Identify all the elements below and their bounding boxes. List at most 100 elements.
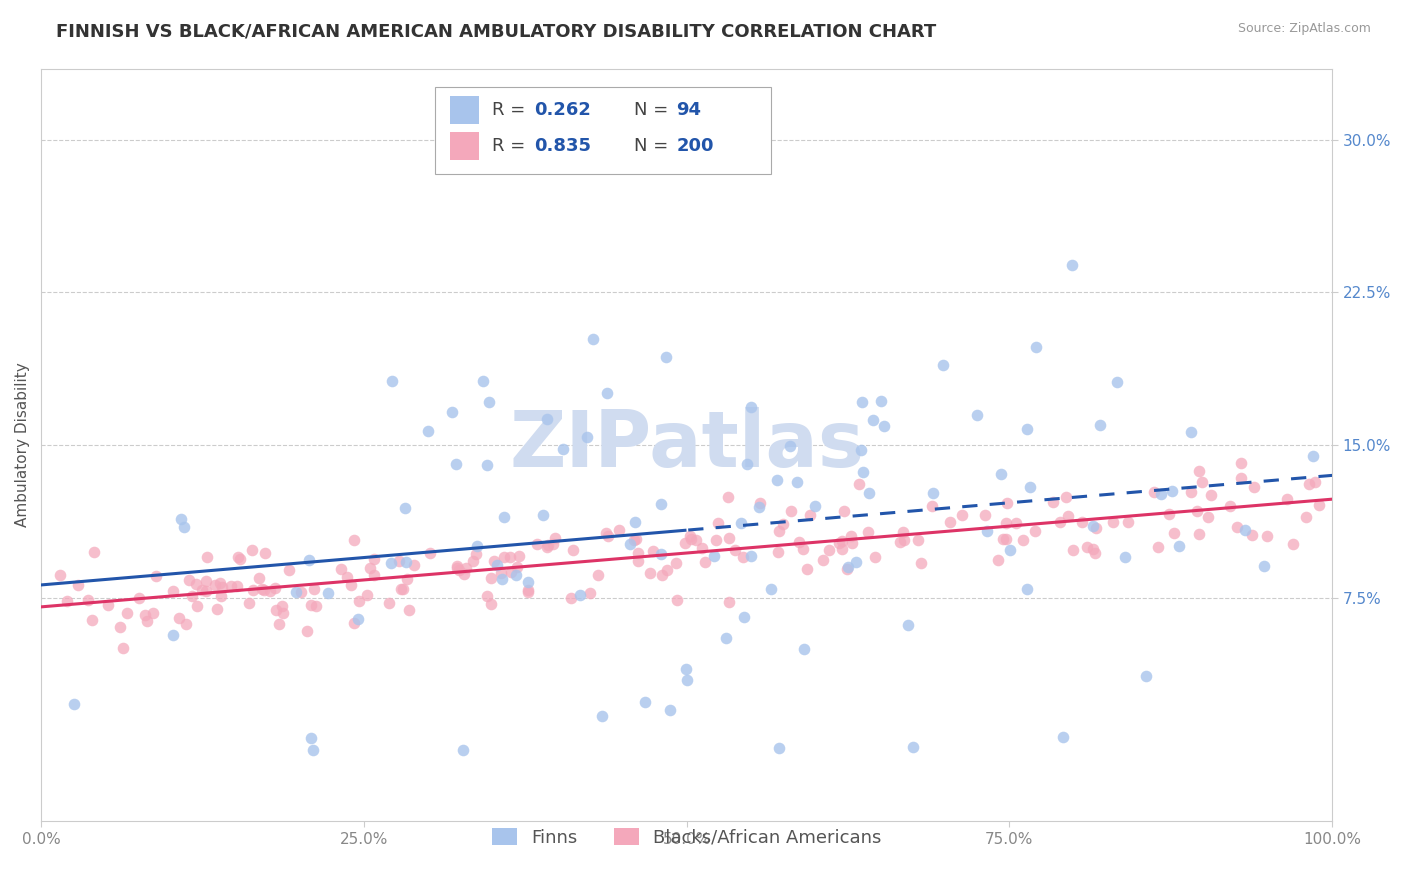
Point bbox=[329, 562, 352, 576]
Point bbox=[841, 536, 863, 550]
Point bbox=[336, 569, 359, 583]
Point bbox=[396, 572, 419, 586]
Point bbox=[97, 598, 120, 612]
Point bbox=[190, 583, 212, 598]
Point bbox=[111, 641, 134, 656]
Point bbox=[1185, 504, 1208, 518]
Point bbox=[641, 544, 664, 558]
Point bbox=[174, 616, 197, 631]
Point bbox=[1019, 480, 1042, 494]
Point bbox=[993, 533, 1015, 547]
Point bbox=[536, 541, 558, 555]
Point bbox=[1275, 492, 1298, 507]
Point bbox=[987, 553, 1010, 567]
Point bbox=[679, 533, 702, 547]
Point bbox=[1052, 731, 1074, 745]
Legend: Finns, Blacks/African Americans: Finns, Blacks/African Americans bbox=[484, 821, 889, 854]
Point bbox=[582, 333, 605, 347]
Point bbox=[290, 585, 312, 599]
Point bbox=[921, 485, 943, 500]
Point bbox=[1083, 518, 1105, 533]
Point bbox=[359, 560, 381, 574]
Point bbox=[184, 576, 207, 591]
Point bbox=[655, 563, 678, 577]
Point bbox=[1188, 463, 1211, 477]
Point bbox=[690, 541, 713, 555]
Text: R =: R = bbox=[492, 137, 530, 155]
Point bbox=[228, 550, 250, 565]
Point bbox=[832, 504, 855, 518]
Text: N =: N = bbox=[634, 101, 673, 119]
Point bbox=[475, 458, 498, 473]
Point bbox=[491, 573, 513, 587]
Point bbox=[1135, 669, 1157, 683]
Point bbox=[477, 590, 499, 604]
Point bbox=[1076, 540, 1098, 554]
Point bbox=[627, 554, 650, 568]
Point bbox=[162, 584, 184, 599]
Point bbox=[302, 582, 325, 597]
Point bbox=[679, 528, 702, 542]
Text: 94: 94 bbox=[676, 101, 702, 119]
Text: 200: 200 bbox=[676, 137, 714, 155]
Point bbox=[768, 524, 790, 538]
Point bbox=[516, 585, 538, 599]
Point bbox=[1024, 524, 1046, 538]
Point bbox=[252, 583, 274, 598]
Point bbox=[786, 475, 808, 489]
Point bbox=[271, 606, 294, 620]
Point bbox=[1219, 499, 1241, 513]
Point bbox=[748, 495, 770, 509]
Point bbox=[666, 593, 689, 607]
Point bbox=[703, 549, 725, 563]
Point bbox=[381, 374, 404, 388]
Point bbox=[380, 556, 402, 570]
Point bbox=[1197, 509, 1219, 524]
Point bbox=[194, 584, 217, 599]
Point bbox=[803, 499, 825, 513]
Point bbox=[56, 594, 79, 608]
Point bbox=[494, 550, 516, 565]
Point bbox=[506, 559, 529, 574]
Point bbox=[995, 516, 1018, 530]
Point bbox=[716, 631, 738, 645]
Point bbox=[135, 614, 157, 628]
Text: FINNISH VS BLACK/AFRICAN AMERICAN AMBULATORY DISABILITY CORRELATION CHART: FINNISH VS BLACK/AFRICAN AMERICAN AMBULA… bbox=[56, 22, 936, 40]
Point bbox=[204, 578, 226, 592]
Point bbox=[623, 533, 645, 547]
FancyBboxPatch shape bbox=[434, 87, 770, 174]
Point bbox=[278, 564, 301, 578]
Point bbox=[897, 618, 920, 632]
Point bbox=[440, 404, 463, 418]
Point bbox=[1191, 475, 1213, 490]
Point bbox=[772, 517, 794, 532]
Point bbox=[717, 595, 740, 609]
Point bbox=[1308, 498, 1330, 512]
Point bbox=[1070, 515, 1092, 529]
Point bbox=[990, 467, 1012, 482]
Point bbox=[363, 552, 385, 566]
Point bbox=[446, 561, 468, 575]
Point bbox=[1281, 537, 1303, 551]
Point bbox=[870, 394, 893, 409]
Point bbox=[537, 538, 560, 552]
Point bbox=[1230, 471, 1253, 485]
Point bbox=[195, 574, 218, 589]
Point bbox=[77, 593, 100, 607]
Point bbox=[145, 569, 167, 583]
Point bbox=[186, 599, 208, 613]
Point bbox=[1253, 559, 1275, 574]
Point bbox=[1084, 521, 1107, 535]
Point bbox=[939, 515, 962, 529]
Point bbox=[837, 560, 859, 574]
Point bbox=[1042, 494, 1064, 508]
Point bbox=[482, 554, 505, 568]
Point bbox=[305, 599, 328, 613]
Point bbox=[858, 524, 880, 539]
Point bbox=[508, 549, 530, 563]
Point bbox=[685, 533, 707, 548]
Point bbox=[921, 499, 943, 513]
Point bbox=[285, 585, 308, 599]
Point bbox=[793, 641, 815, 656]
Point bbox=[624, 533, 647, 547]
